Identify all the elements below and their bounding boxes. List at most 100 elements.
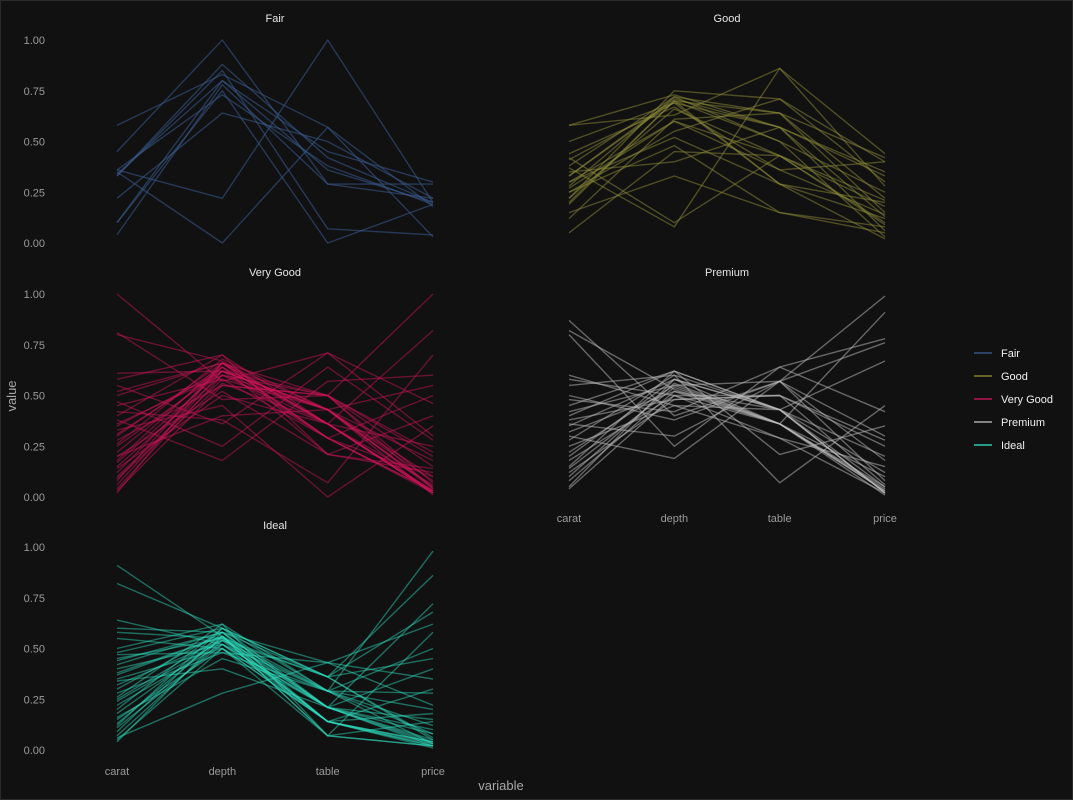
series-line-ideal	[116, 637, 434, 747]
series-line-ideal	[116, 643, 434, 745]
y-tick-label: 0.75	[24, 340, 45, 352]
series-line-premium	[568, 366, 886, 413]
legend-label-ideal: Ideal	[1001, 440, 1025, 452]
series-line-good	[568, 98, 886, 193]
series-line-ideal	[116, 651, 434, 680]
series-line-very-good	[116, 404, 434, 498]
x-tick-label: carat	[105, 766, 129, 778]
series-line-ideal	[116, 639, 434, 743]
series-line-ideal	[116, 662, 434, 739]
series-line-ideal	[116, 637, 434, 731]
series-line-ideal	[116, 635, 434, 737]
series-line-ideal	[116, 668, 434, 709]
series-line-ideal	[116, 647, 434, 743]
series-line-good	[568, 106, 886, 171]
y-tick-label: 0.75	[24, 86, 45, 98]
series-line-ideal	[116, 574, 434, 678]
x-tick-label: price	[421, 766, 445, 778]
series-line-fair	[116, 79, 434, 224]
series-line-very-good	[116, 370, 434, 484]
series-line-fair	[116, 83, 434, 236]
legend: Fair Good Very Good Premium Ideal	[974, 348, 1053, 452]
series-line-very-good	[116, 354, 434, 456]
series-line-ideal	[116, 631, 434, 723]
series-line-very-good	[116, 366, 434, 494]
series-line-fair	[116, 39, 434, 203]
y-tick-label: 0.25	[24, 441, 45, 453]
series-line-very-good	[116, 362, 434, 494]
series-line-ideal	[116, 611, 434, 678]
y-tick-label: 1.00	[24, 542, 45, 554]
series-line-very-good	[116, 362, 434, 492]
series-line-very-good	[116, 390, 434, 474]
legend-label-premium: Premium	[1001, 417, 1045, 429]
series-line-good	[568, 90, 886, 199]
series-line-very-good	[116, 362, 434, 439]
series-line-good	[568, 126, 886, 173]
series-line-ideal	[116, 627, 434, 735]
legend-label-fair: Fair	[1001, 348, 1020, 360]
series-line-premium	[568, 384, 886, 478]
series-line-ideal	[116, 635, 434, 721]
series-line-premium	[568, 390, 886, 494]
series-line-very-good	[116, 374, 434, 492]
x-tick-label: table	[316, 766, 340, 778]
series-line-very-good	[116, 384, 434, 468]
series-line-ideal	[116, 627, 434, 745]
series-line-premium	[568, 370, 886, 456]
series-line-ideal	[116, 635, 434, 749]
series-line-ideal	[116, 635, 434, 747]
series-line-very-good	[116, 352, 434, 425]
x-tick-label: carat	[557, 513, 581, 525]
series-line-good	[568, 120, 886, 216]
series-line-premium	[568, 394, 886, 494]
y-tick-label: 0.25	[24, 694, 45, 706]
series-line-good	[568, 154, 886, 224]
series-line-good	[568, 100, 886, 240]
series-line-ideal	[116, 643, 434, 741]
series-line-premium	[568, 374, 886, 484]
series-line-good	[568, 150, 886, 234]
series-lines-very-good	[116, 293, 434, 498]
x-axis-title: variable	[478, 778, 524, 793]
facet-title-good: Good	[714, 13, 741, 25]
series-line-premium	[568, 295, 886, 417]
facet-panel-premium: Premium carat depth table price	[557, 267, 897, 525]
series-line-very-good	[116, 370, 434, 488]
series-lines-good	[568, 67, 886, 240]
series-line-ideal	[116, 651, 434, 727]
series-line-good	[568, 102, 886, 220]
series-line-very-good	[116, 354, 434, 484]
series-line-fair	[116, 126, 434, 244]
series-line-ideal	[116, 637, 434, 723]
series-line-very-good	[116, 329, 434, 425]
series-line-very-good	[116, 382, 434, 492]
series-line-premium	[568, 378, 886, 474]
series-line-very-good	[116, 374, 434, 462]
series-line-ideal	[116, 623, 434, 737]
y-tick-label: 1.00	[24, 35, 45, 47]
y-tick-label: 0.25	[24, 187, 45, 199]
series-line-premium	[568, 378, 886, 496]
facet-panel-fair: Fair 0.00 0.25 0.50 0.75 1.00	[24, 13, 434, 250]
series-line-good	[568, 136, 886, 204]
y-tick-label: 0.00	[24, 492, 45, 504]
series-line-very-good	[116, 366, 434, 470]
series-line-very-good	[116, 358, 434, 462]
y-tick-label: 0.00	[24, 238, 45, 250]
series-line-good	[568, 175, 886, 228]
facet-title-ideal: Ideal	[263, 520, 287, 532]
y-axis-title: value	[4, 380, 19, 411]
series-line-very-good	[116, 362, 434, 458]
y-tick-label: 0.50	[24, 391, 45, 403]
facet-panel-very-good: Very Good 0.00 0.25 0.50 0.75 1.00	[24, 267, 434, 504]
series-line-very-good	[116, 366, 434, 494]
series-line-fair	[116, 63, 434, 204]
facet-panel-good: Good	[568, 13, 886, 240]
series-line-ideal	[116, 631, 434, 741]
series-line-ideal	[116, 631, 434, 747]
series-line-very-good	[116, 362, 434, 494]
series-line-ideal	[116, 657, 434, 719]
x-tick-label: depth	[661, 513, 689, 525]
